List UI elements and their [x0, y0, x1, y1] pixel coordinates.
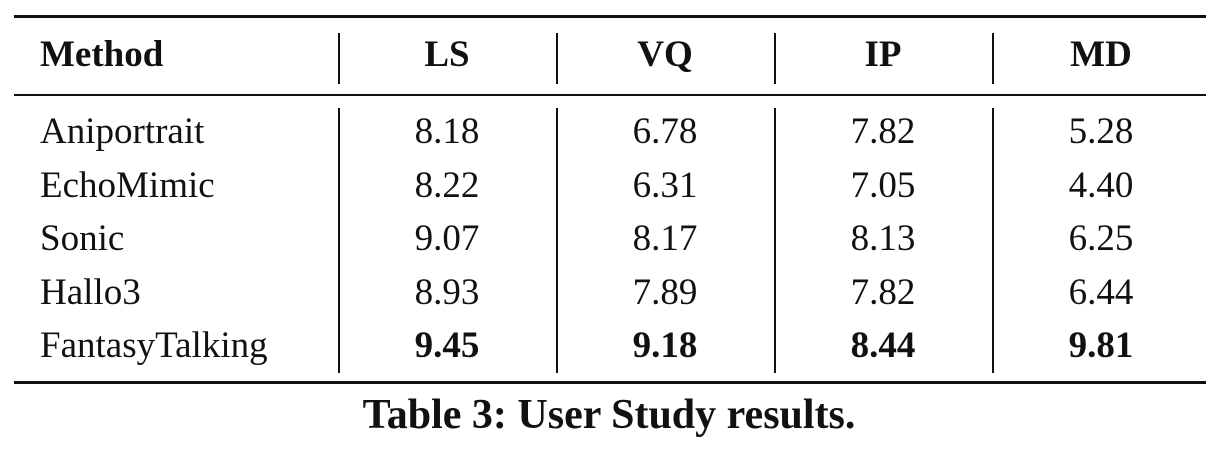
header-cell: Method	[40, 34, 164, 75]
header-cell: VQ	[637, 34, 693, 75]
header-cell: MD	[1070, 34, 1132, 75]
score-cell: 7.82	[850, 111, 916, 152]
column-divider	[556, 33, 558, 84]
column-divider	[338, 33, 340, 84]
score-cell: 5.28	[1068, 111, 1134, 152]
score-cell: 7.89	[632, 271, 698, 313]
column-divider	[774, 33, 776, 84]
method-name: Sonic	[40, 218, 125, 259]
mid-rule	[14, 94, 1206, 96]
column-divider	[774, 108, 776, 373]
caption: Table 3: User Study results.	[362, 392, 856, 438]
score-cell: 7.05	[850, 164, 916, 206]
score-cell: 6.78	[632, 111, 698, 152]
method-name: Hallo3	[40, 271, 141, 313]
header-cell: LS	[424, 34, 470, 75]
bottom-rule	[14, 381, 1206, 384]
column-divider	[992, 108, 994, 373]
score-cell: 9.07	[414, 218, 480, 259]
score-cell: 7.82	[850, 271, 916, 313]
score-cell: 8.13	[850, 218, 916, 259]
score-cell: 8.17	[632, 218, 698, 259]
score-cell: 9.18	[632, 325, 698, 366]
score-cell: 6.44	[1068, 271, 1134, 313]
score-cell: 4.40	[1068, 164, 1134, 206]
score-cell: 8.22	[414, 164, 480, 206]
method-name: EchoMimic	[40, 164, 215, 206]
score-cell: 6.31	[632, 164, 698, 206]
score-cell: 9.81	[1068, 325, 1134, 366]
column-divider	[338, 108, 340, 373]
top-rule	[14, 15, 1206, 18]
column-divider	[556, 108, 558, 373]
method-name: FantasyTalking	[40, 325, 268, 366]
header-cell: IP	[864, 34, 902, 75]
score-cell: 6.25	[1068, 218, 1134, 259]
score-cell: 8.18	[414, 111, 480, 152]
column-divider	[992, 33, 994, 84]
method-name: Aniportrait	[40, 111, 205, 152]
score-cell: 9.45	[414, 325, 480, 366]
score-cell: 8.93	[414, 271, 480, 313]
score-cell: 8.44	[850, 325, 916, 366]
